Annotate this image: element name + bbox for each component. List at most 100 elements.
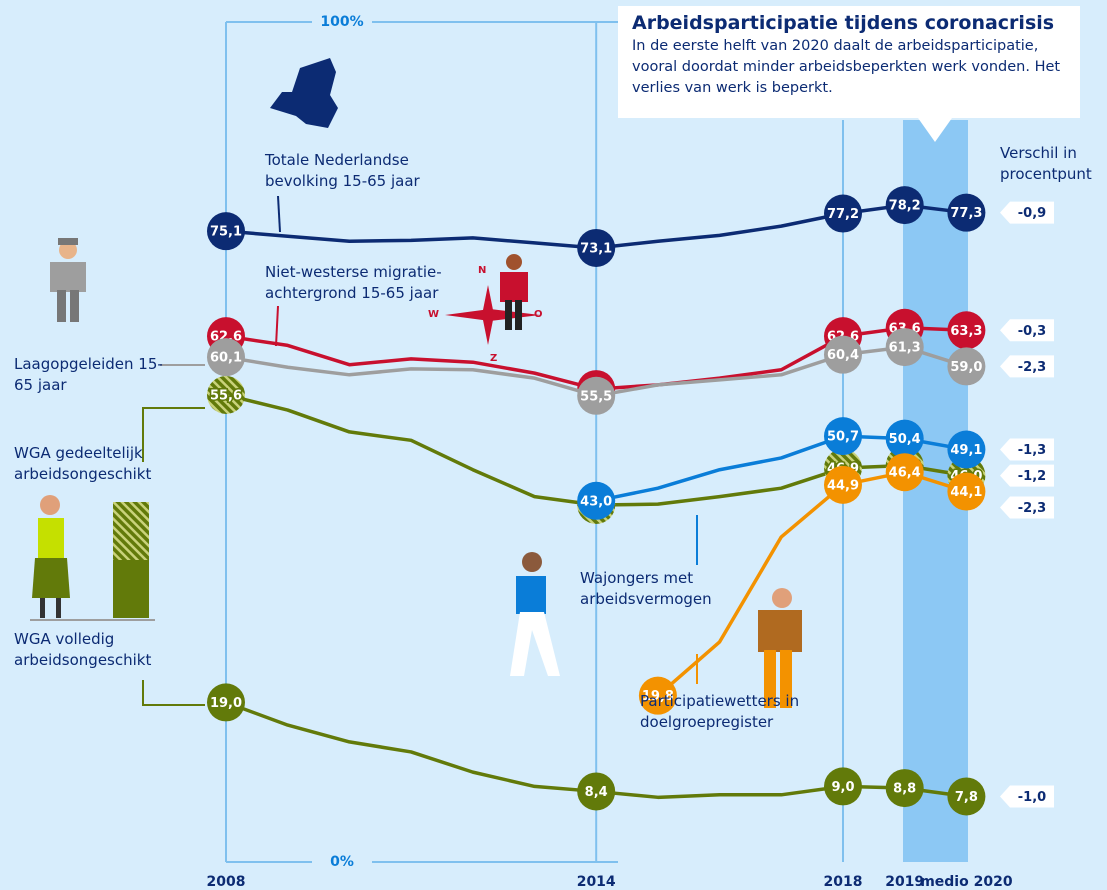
change-tag xyxy=(1000,496,1054,519)
data-label: 63,3 xyxy=(950,324,982,339)
data-point xyxy=(207,212,245,251)
series-label: Participatiewetters in doelgroepregister xyxy=(640,692,800,731)
data-point xyxy=(885,769,924,808)
change-label: -1,0 xyxy=(1018,790,1046,805)
data-point xyxy=(824,767,862,806)
data-point xyxy=(638,676,677,715)
change-label: -2,3 xyxy=(1018,501,1046,516)
data-label: 78,2 xyxy=(889,199,921,214)
change-label: -0,3 xyxy=(1018,324,1046,339)
data-point xyxy=(885,453,924,492)
data-label: 55,6 xyxy=(210,388,242,403)
data-point xyxy=(577,772,616,811)
change-tag xyxy=(1000,464,1054,487)
x-tick-label: 2008 xyxy=(207,874,246,890)
data-label: 59,0 xyxy=(950,360,982,375)
data-label: 55,5 xyxy=(580,389,612,404)
data-label: 73,1 xyxy=(580,241,612,256)
series-label: Niet-westerse migratie-achtergrond 15-65… xyxy=(265,263,442,302)
data-label: 61,3 xyxy=(889,341,921,356)
change-tag xyxy=(1000,438,1054,461)
data-point xyxy=(885,419,924,458)
data-label: 7,8 xyxy=(955,790,978,805)
callout-pointer xyxy=(918,118,952,142)
x-tick-label: 2018 xyxy=(824,874,863,890)
change-label: -0,9 xyxy=(1018,206,1046,221)
change-tag xyxy=(1000,201,1054,224)
data-point xyxy=(947,472,986,511)
data-point xyxy=(947,311,986,350)
worker-icon xyxy=(50,238,86,322)
data-label: 77,3 xyxy=(950,206,982,221)
data-point xyxy=(947,777,986,816)
change-header: Verschil in procentpunt xyxy=(1000,144,1092,183)
change-tag xyxy=(1000,355,1054,378)
data-label: 60,4 xyxy=(827,348,859,363)
man-glasses-icon xyxy=(758,588,802,708)
data-label: 44,9 xyxy=(827,478,859,493)
data-point xyxy=(577,376,616,415)
svg-text:O: O xyxy=(534,309,543,320)
data-point xyxy=(577,228,616,267)
change-label: -2,3 xyxy=(1018,360,1046,375)
connector xyxy=(142,407,205,462)
data-label: 75,1 xyxy=(210,225,242,240)
data-label: 60,1 xyxy=(210,351,242,366)
data-label: 8,8 xyxy=(893,782,916,797)
data-label: 43,0 xyxy=(580,494,612,509)
woman-icon xyxy=(30,495,155,621)
data-point xyxy=(207,683,245,722)
data-label: 50,4 xyxy=(889,432,921,447)
data-label: 77,2 xyxy=(827,207,859,222)
data-point xyxy=(947,193,986,232)
data-label: 44,1 xyxy=(950,485,982,500)
series-label: WGA volledig arbeidsongeschikt xyxy=(14,630,152,669)
data-point xyxy=(824,417,862,456)
title: Arbeidsparticipatie tijdens coronacrisis xyxy=(632,12,1055,34)
x-tick-label: 2019 xyxy=(885,874,924,890)
connector xyxy=(142,680,205,706)
data-point xyxy=(824,335,862,374)
data-point xyxy=(207,375,245,414)
change-label: -1,3 xyxy=(1018,443,1046,458)
subtitle: In de eerste helft van 2020 daalt de arb… xyxy=(632,38,1061,96)
netherlands-icon xyxy=(270,58,338,128)
data-point xyxy=(824,465,862,504)
connector xyxy=(277,195,281,233)
connector xyxy=(275,305,279,347)
data-label: 8,4 xyxy=(585,785,608,800)
person-red-icon xyxy=(500,254,528,330)
data-label: 49,1 xyxy=(950,443,982,458)
svg-text:W: W xyxy=(428,309,439,320)
svg-text:Z: Z xyxy=(490,353,497,364)
change-tag xyxy=(1000,785,1054,808)
data-label: 46,4 xyxy=(889,466,921,481)
data-point xyxy=(885,328,924,367)
data-point xyxy=(947,347,986,386)
x-tick-label: medio 2020 xyxy=(920,874,1013,890)
data-point xyxy=(207,338,245,377)
y-tick-label: 100% xyxy=(320,14,363,30)
y-tick-label: 0% xyxy=(330,854,354,870)
data-label: 9,0 xyxy=(831,780,854,795)
series-label: WGA gedeeltelijk arbeidsongeschikt xyxy=(14,444,152,483)
series-label: Wajongers met arbeidsvermogen xyxy=(580,569,712,608)
data-point xyxy=(824,194,862,233)
data-label: 50,7 xyxy=(827,430,859,445)
data-label: 19,0 xyxy=(210,696,242,711)
data-label: 19,8 xyxy=(642,689,674,704)
change-label: -1,2 xyxy=(1018,469,1046,484)
compass-icon: N W O Z xyxy=(428,265,543,364)
svg-text:N: N xyxy=(478,265,486,276)
data-point xyxy=(885,186,924,225)
series-label: Laagopgeleiden 15-65 jaar xyxy=(14,355,163,394)
walking-person-icon xyxy=(510,552,560,676)
data-point xyxy=(577,481,616,520)
x-tick-label: 2014 xyxy=(577,874,616,890)
data-point xyxy=(947,430,986,469)
title-box: Arbeidsparticipatie tijdens coronacrisis… xyxy=(618,6,1080,118)
change-tag xyxy=(1000,319,1054,342)
series-label: Totale Nederlandse bevolking 15-65 jaar xyxy=(265,151,420,190)
